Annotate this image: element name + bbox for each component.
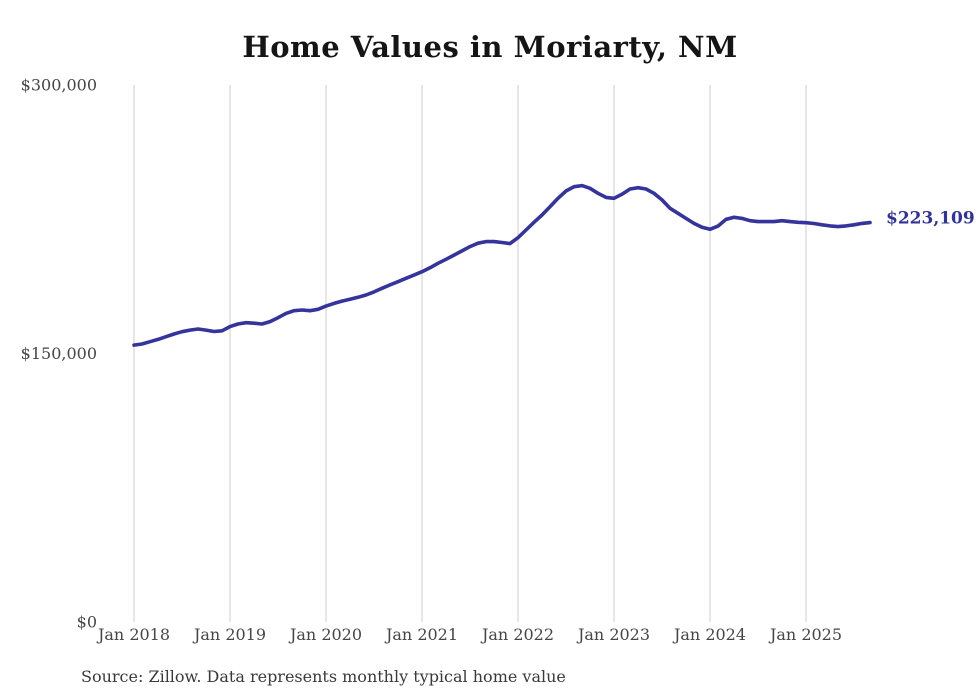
source-note: Source: Zillow. Data represents monthly … xyxy=(81,667,566,686)
y-tick-label: $150,000 xyxy=(21,344,97,363)
y-tick-label: $0 xyxy=(77,613,97,632)
x-tick-label: Jan 2022 xyxy=(480,625,554,644)
home-value-series-line xyxy=(132,183,872,347)
x-tick-label: Jan 2018 xyxy=(96,625,170,644)
x-tick-label: Jan 2023 xyxy=(576,625,650,644)
end-value-label: $223,109 xyxy=(886,209,975,229)
chart-title: Home Values in Moriarty, NM xyxy=(242,30,738,64)
y-tick-label: $300,000 xyxy=(21,76,97,95)
x-tick-label: Jan 2024 xyxy=(672,625,746,644)
x-tick-label: Jan 2021 xyxy=(384,625,458,644)
x-tick-label: Jan 2020 xyxy=(288,625,362,644)
x-tick-label: Jan 2025 xyxy=(768,625,842,644)
x-tick-label: Jan 2019 xyxy=(192,625,266,644)
